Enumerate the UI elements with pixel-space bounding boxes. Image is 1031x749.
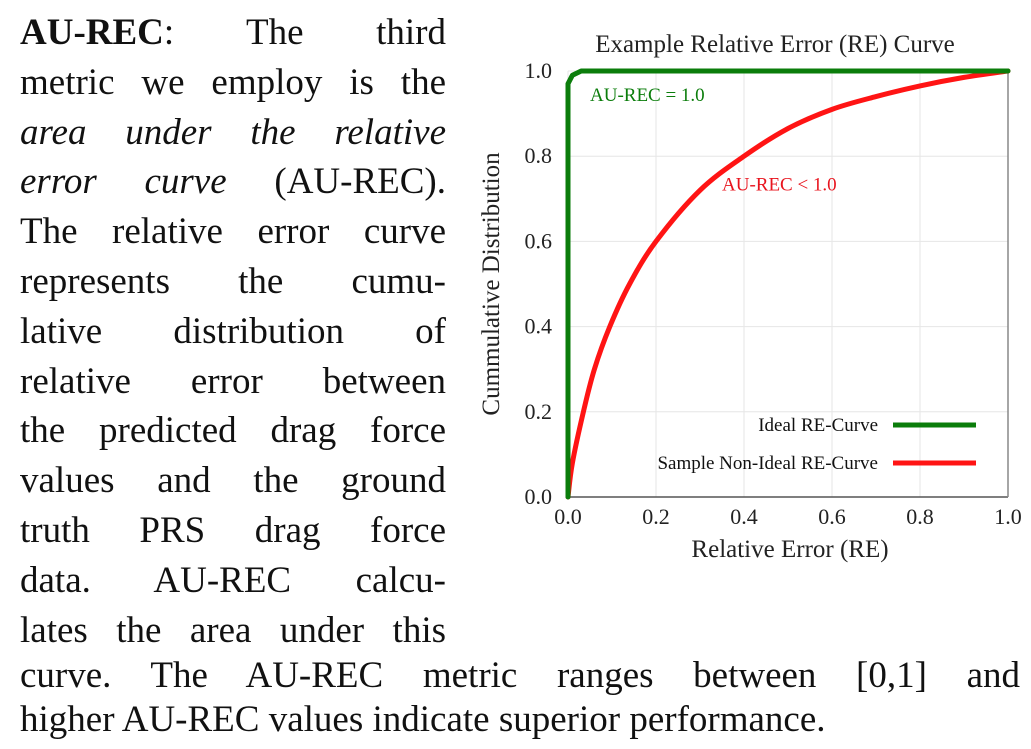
- x-tick-label: 1.0: [994, 504, 1022, 529]
- non-ideal-curve-line: [565, 68, 1011, 500]
- chart-title: Example Relative Error (RE) Curve: [595, 31, 955, 58]
- text-line: values and the ground: [20, 460, 446, 502]
- left-paragraph: AU-REC: The third metric we employ is the…: [20, 8, 446, 655]
- text-line: data. AU-REC calcu-: [20, 559, 446, 601]
- data-series: [565, 68, 1011, 500]
- y-tick-label: 0.6: [525, 228, 553, 253]
- x-tick-label: 0.4: [730, 504, 758, 529]
- axes: [568, 71, 1009, 498]
- y-tick-label: 0.0: [525, 484, 553, 509]
- text-line: truth PRS drag force: [20, 509, 446, 551]
- y-axis-label: Cummulative Distribution: [478, 152, 505, 416]
- text-line: represents the cumu-: [20, 260, 446, 302]
- x-tick-label: 0.2: [642, 504, 670, 529]
- text-line: the predicted drag force: [20, 410, 446, 452]
- text-line: area under the relative: [20, 111, 446, 153]
- text-line: The relative error curve: [20, 211, 446, 253]
- text-line: lative distribution of: [20, 310, 446, 352]
- x-tick-label: 0.8: [906, 504, 934, 529]
- bottom-paragraph: curve. The AU-REC metric ranges between …: [20, 654, 1020, 742]
- y-tick-label: 0.8: [525, 143, 553, 168]
- text-line: error curve (AU-REC).: [20, 161, 446, 203]
- x-axis-label: Relative Error (RE): [691, 536, 888, 563]
- x-tick-label: 0.0: [554, 504, 582, 529]
- ideal-curve-line: [565, 68, 1011, 500]
- re-curve-chart: Example Relative Error (RE) Curve 0.0 0.2…: [470, 24, 1031, 564]
- y-tick-label: 0.2: [525, 399, 553, 424]
- text-line: higher AU-REC values indicate superior p…: [20, 699, 826, 740]
- text-line: relative error between: [20, 360, 446, 402]
- annotation-non-ideal: AU-REC < 1.0: [722, 174, 837, 195]
- text-line: lates the area under this: [20, 609, 446, 651]
- y-tick-label: 1.0: [525, 58, 553, 83]
- y-tick-label: 0.4: [525, 314, 553, 339]
- annotations: AU-REC = 1.0 AU-REC < 1.0: [590, 85, 837, 195]
- text-line: curve. The AU-REC metric ranges between …: [20, 655, 1020, 696]
- legend-label: Ideal RE-Curve: [758, 415, 878, 436]
- annotation-ideal: AU-REC = 1.0: [590, 85, 705, 106]
- text-line: metric we employ is the: [20, 61, 446, 103]
- legend-label: Sample Non-Ideal RE-Curve: [657, 453, 878, 474]
- legend: Ideal RE-Curve Sample Non-Ideal RE-Curve: [657, 415, 976, 474]
- tick-labels: 0.0 0.2 0.4 0.6 0.8 1.0 0.0 0.2 0.4 0.6 0.8 1.0: [525, 58, 1022, 529]
- text-line: AU-REC: The third: [20, 12, 446, 53]
- x-tick-label: 0.6: [818, 504, 846, 529]
